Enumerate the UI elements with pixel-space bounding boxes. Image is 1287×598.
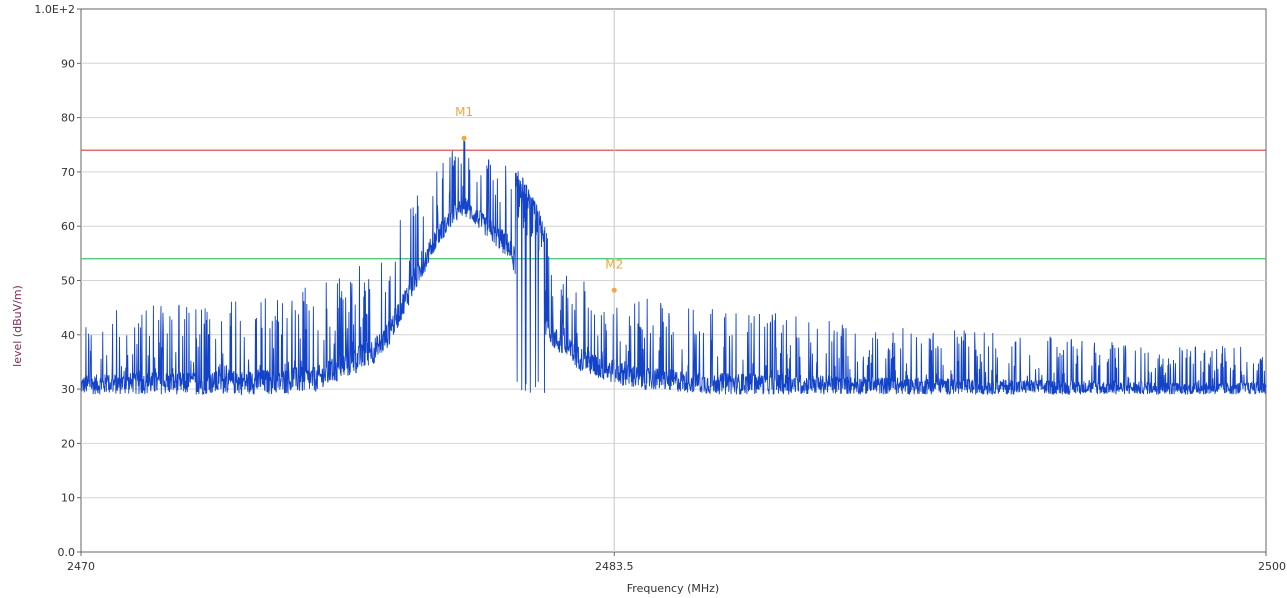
x-axis-title: Frequency (MHz) (627, 582, 719, 595)
y-axis-title: level (dBuV/m) (11, 285, 24, 367)
marker-point (611, 287, 617, 293)
marker-label: M2 (605, 257, 623, 271)
limit-lines (81, 149, 1266, 260)
y-tick-label: 70 (61, 166, 75, 179)
x-tick-label: 2483.5 (595, 560, 634, 573)
marker-label: M1 (455, 105, 473, 119)
y-tick-label: 1.0E+2 (34, 3, 75, 16)
y-tick-label: 90 (61, 57, 75, 70)
x-tick-label: 2500 (1258, 560, 1286, 573)
x-tick-label: 2470 (67, 560, 95, 573)
x-tick-labels: 2470 2483.5 2500 (67, 552, 1286, 573)
y-tick-label: 60 (61, 220, 75, 233)
y-tick-label: 30 (61, 383, 75, 396)
y-tick-labels: 0.0 10 20 30 40 50 60 70 80 90 1.0E+2 (34, 3, 81, 559)
y-tick-label: 50 (61, 275, 75, 288)
marker-point (461, 135, 467, 141)
y-gridlines (81, 62, 1266, 499)
trace-path (80, 139, 1267, 396)
y-tick-label: 10 (61, 492, 75, 505)
markers: M1 M2 (455, 105, 623, 293)
y-tick-label: 40 (61, 329, 75, 342)
y-tick-label: 80 (61, 112, 75, 125)
y-tick-label: 0.0 (58, 546, 76, 559)
spectrum-trace (80, 139, 1267, 396)
y-tick-label: 20 (61, 437, 75, 450)
